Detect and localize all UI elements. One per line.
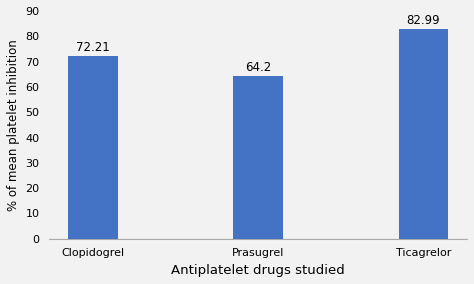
Bar [68, 56, 118, 239]
Text: 82.99: 82.99 [407, 14, 440, 27]
Text: 72.21: 72.21 [76, 41, 110, 54]
Y-axis label: % of mean platelet inhibition: % of mean platelet inhibition [7, 39, 20, 211]
Text: 64.2: 64.2 [245, 61, 271, 74]
X-axis label: Antiplatelet drugs studied: Antiplatelet drugs studied [171, 264, 345, 277]
Bar [399, 29, 448, 239]
Bar [233, 76, 283, 239]
